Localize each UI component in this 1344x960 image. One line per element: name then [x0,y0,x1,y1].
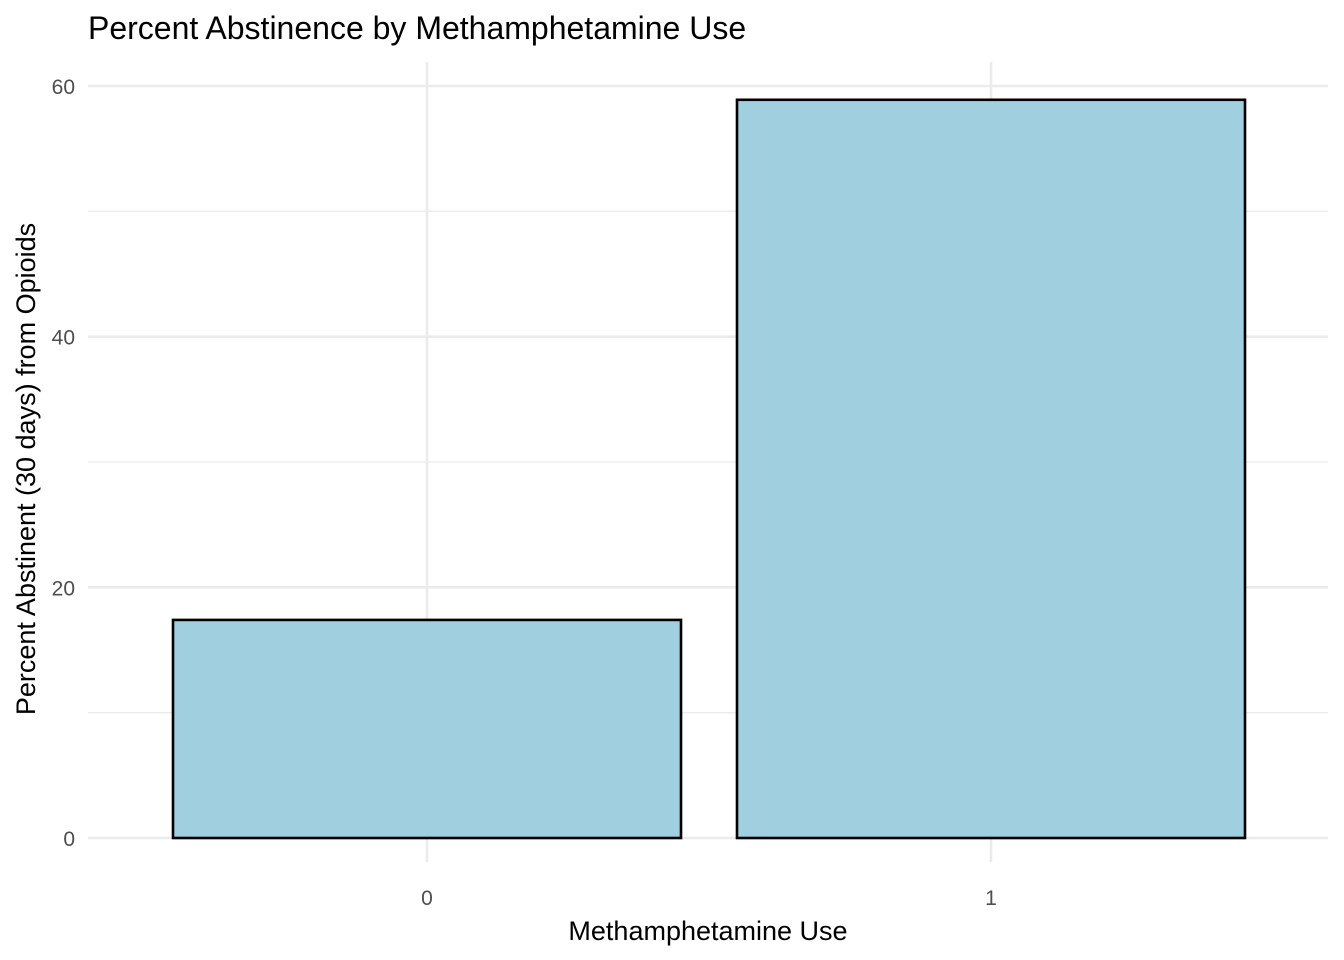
x-tick-label: 0 [421,887,433,910]
x-axis-title: Methamphetamine Use [568,916,847,946]
y-axis-tick-labels: 0 20 40 60 [52,76,75,851]
y-tick-label: 60 [52,76,75,99]
bars [171,98,1247,840]
y-axis-title: Percent Abstinent (30 days) from Opioids [11,223,41,715]
y-tick-label: 40 [52,327,75,350]
chart-title: Percent Abstinence by Methamphetamine Us… [88,10,746,46]
x-tick-label: 1 [985,887,997,910]
y-tick-label: 0 [63,828,75,851]
y-tick-label: 20 [52,577,75,600]
bar-1 [735,98,1247,840]
bar-0 [171,618,683,840]
